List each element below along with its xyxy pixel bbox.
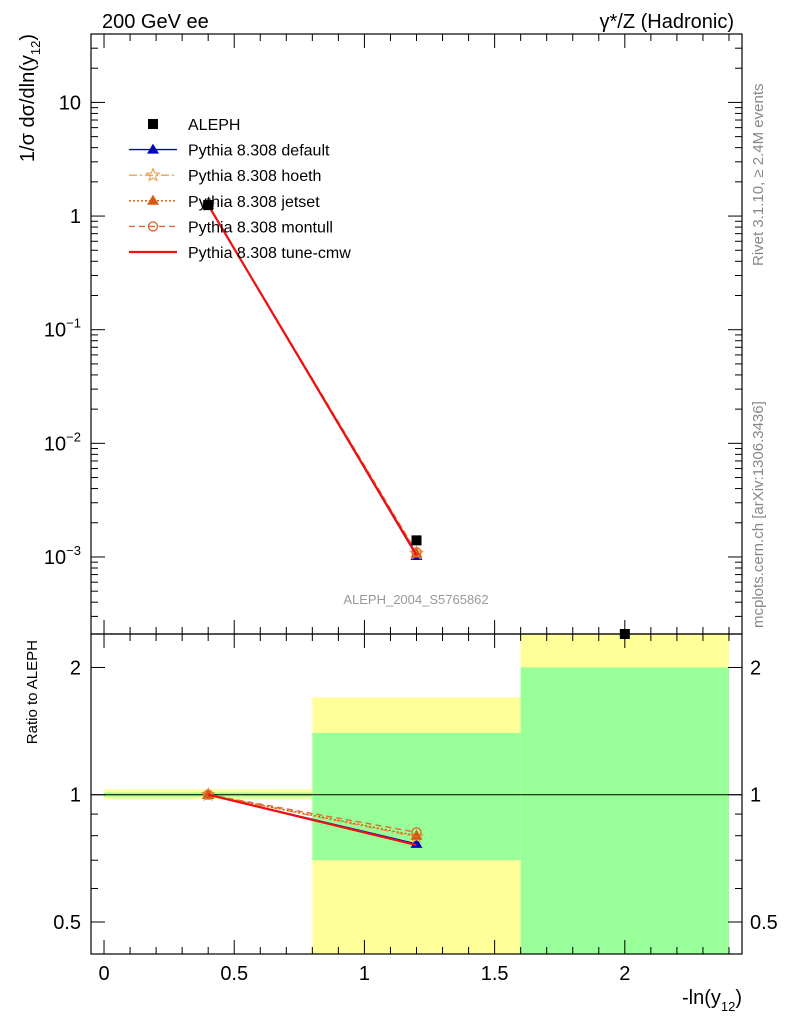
ratio-marker-montull-1 xyxy=(411,827,422,838)
y-tick-label-ratio-left-0.5: 0.5 xyxy=(53,912,81,934)
y-tick-label-main-exponent: −3 xyxy=(66,543,81,558)
y-tick-label-ratio-right-2: 2 xyxy=(750,657,761,679)
y-tick-label-ratio-left-1: 1 xyxy=(70,785,81,807)
legend-label-data: ALEPH xyxy=(188,117,240,134)
ratio-line-montull xyxy=(208,794,417,833)
y-tick-label-main-base: 10 xyxy=(44,433,66,455)
ratio-uncertainty-bands xyxy=(104,634,729,954)
y-tick-label-main-0.001: 10−3 xyxy=(44,543,81,569)
y-tick-label-main-0.1: 10−1 xyxy=(44,316,81,342)
legend-label-jetset: Pythia 8.308 jetset xyxy=(188,194,320,211)
ratio-y-axis-title: Ratio to ALEPH xyxy=(24,640,41,744)
legend-marker-default xyxy=(147,143,159,154)
ratio-band-inner-2 xyxy=(520,667,729,954)
ratio-line-jetset xyxy=(208,794,417,837)
main-y-axis-title-sub: 12 xyxy=(28,41,43,55)
y-tick-label-ratio-right-1: 1 xyxy=(750,785,761,807)
legend-label-montull: Pythia 8.308 montull xyxy=(188,219,333,236)
x-tick-label-0.5: 0.5 xyxy=(220,963,248,985)
x-tick-label-1.5: 1.5 xyxy=(481,963,509,985)
header-left: 200 GeV ee xyxy=(102,11,209,33)
mcplots-credit-note: mcplots.cern.ch [arXiv:1306.3436] xyxy=(750,401,767,628)
legend-marker-hoeth xyxy=(145,167,161,182)
x-tick-label-1: 1 xyxy=(359,963,370,985)
rivet-version-note: Rivet 3.1.10, ≥ 2.4M events xyxy=(750,83,767,267)
x-tick-label-0: 0 xyxy=(98,963,109,985)
y-tick-label-ratio-left-2: 2 xyxy=(70,657,81,679)
x-axis-title-sub: 12 xyxy=(721,999,735,1014)
y-tick-label-main-base: 1 xyxy=(70,206,81,228)
ratio-line-tune_cmw xyxy=(207,793,417,847)
main-line-tune_cmw xyxy=(207,204,418,556)
main-y-axis-title: 1/σ dσ/dln(y12) xyxy=(17,34,43,162)
main-y-axis-title-main: 1/σ dσ/dln(y xyxy=(17,55,39,162)
data-point-1 xyxy=(411,535,422,546)
x-axis-title-close: ) xyxy=(735,987,742,1009)
x-axis-title: -ln(y12) xyxy=(682,987,742,1014)
axis-ticks xyxy=(91,33,742,954)
legend-marker-montull xyxy=(147,221,159,232)
ratio-mc-series xyxy=(200,786,425,848)
header-right: γ*/Z (Hadronic) xyxy=(600,11,734,33)
main-data-points xyxy=(203,200,630,639)
x-tick-label-2: 2 xyxy=(619,963,630,985)
main-marker-montull-1 xyxy=(411,547,422,558)
legend-label-hoeth: Pythia 8.308 hoeth xyxy=(188,168,321,185)
main-y-axis-title-close: ) xyxy=(17,34,39,41)
legend: ALEPH Pythia 8.308 default Pythia 8.308 ho… xyxy=(129,117,351,262)
y-tick-label-main-base: 10 xyxy=(44,547,66,569)
legend-label-tune_cmw: Pythia 8.308 tune-cmw xyxy=(188,245,351,262)
analysis-id: ALEPH_2004_S5765862 xyxy=(343,592,488,607)
y-tick-label-main-1: 1 xyxy=(70,206,81,228)
data-point-0 xyxy=(203,200,214,211)
y-tick-label-main-0.01: 10−2 xyxy=(44,429,81,455)
y-tick-label-main-base: 10 xyxy=(44,320,66,342)
legend-marker-jetset xyxy=(147,194,159,205)
y-tick-label-main-exponent: −2 xyxy=(66,429,81,444)
y-tick-label-ratio-right-0.5: 0.5 xyxy=(750,912,778,934)
y-tick-label-main-base: 10 xyxy=(59,92,81,114)
x-axis-title-main: -ln(y xyxy=(682,987,721,1009)
legend-marker-data xyxy=(148,119,158,129)
ratio-line-hoeth xyxy=(208,794,417,838)
legend-label-default: Pythia 8.308 default xyxy=(188,143,330,160)
y-tick-label-main-exponent: −1 xyxy=(66,316,81,331)
y-tick-label-main-10: 10 xyxy=(59,92,81,114)
ratio-marker-jetset-1 xyxy=(410,829,423,840)
